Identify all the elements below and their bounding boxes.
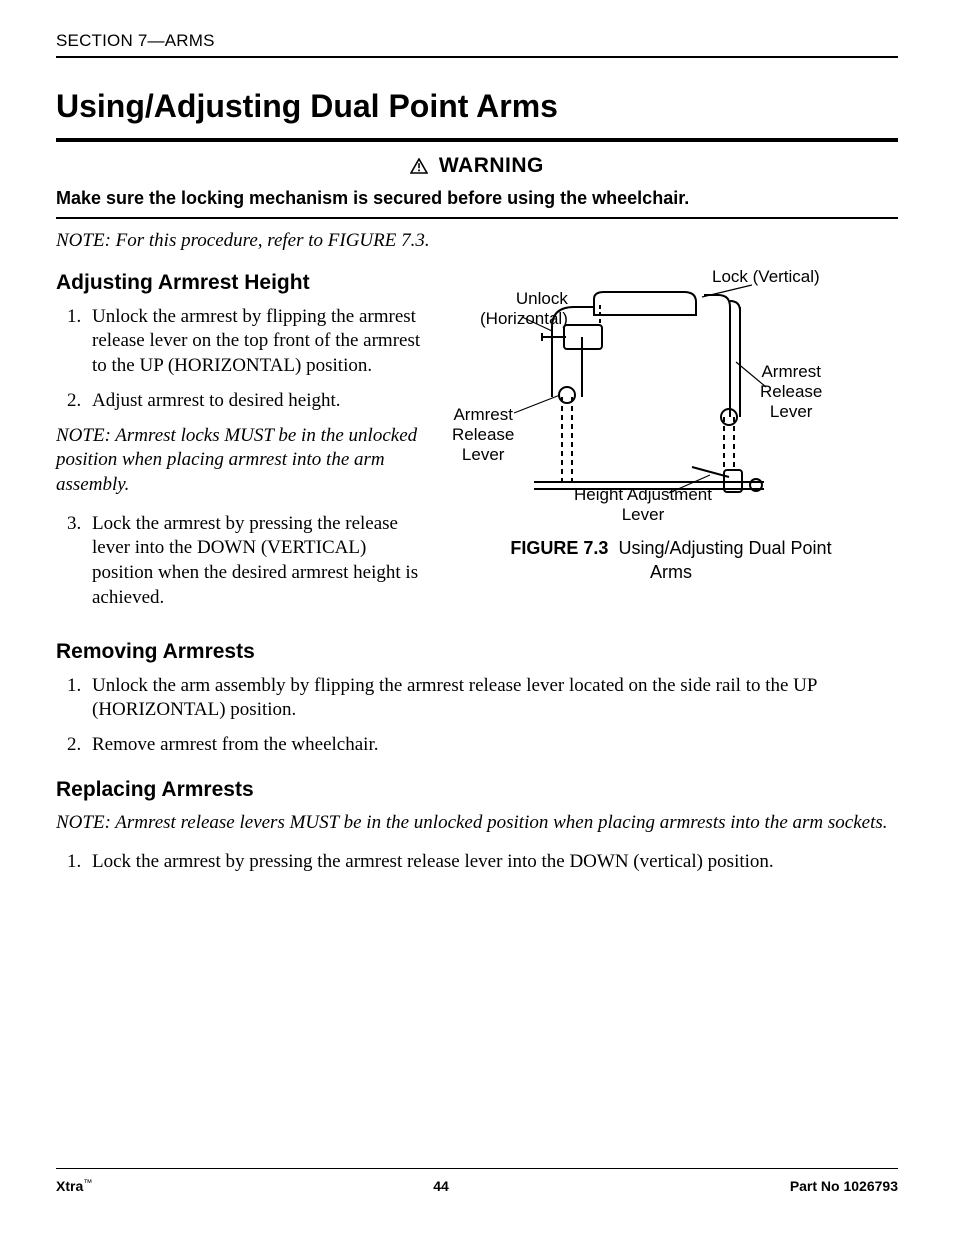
two-column-region: Adjusting Armrest Height Unlock the armr… [56, 267, 898, 620]
heading-removing: Removing Armrests [56, 638, 898, 665]
step: Lock the armrest by pressing the armrest… [86, 850, 898, 875]
warning-block: WARNING [56, 152, 898, 182]
callout-release-lever-right: ArmrestReleaseLever [760, 362, 822, 421]
note-figure-ref: NOTE: For this procedure, refer to FIGUR… [56, 229, 898, 254]
page-title: Using/Adjusting Dual Point Arms [56, 86, 898, 128]
replacing-steps: Lock the armrest by pressing the armrest… [56, 850, 898, 875]
footer-brand: Xtra™ [56, 1177, 92, 1195]
part-number: Part No 1026793 [790, 1177, 898, 1195]
callout-height-adjust: Height AdjustmentLever [574, 485, 712, 524]
figure-label: FIGURE 7.3 [510, 538, 608, 558]
rule-below-warning [56, 217, 898, 219]
step: Remove armrest from the wheelchair. [86, 733, 898, 758]
page-number: 44 [433, 1177, 449, 1195]
page: SECTION 7—ARMS Using/Adjusting Dual Poin… [0, 0, 954, 1235]
left-column: Adjusting Armrest Height Unlock the armr… [56, 267, 426, 620]
figure-caption: FIGURE 7.3 Using/Adjusting Dual Point Ar… [491, 537, 851, 584]
callout-text: Unlock [516, 289, 568, 308]
figure-diagram: Unlock (Horizontal) Lock (Vertical) Armr… [434, 267, 834, 527]
adjusting-steps-2: Lock the armrest by pressing the release… [56, 512, 426, 611]
page-footer: Xtra™ 44 Part No 1026793 [56, 1168, 898, 1195]
step: Adjust armrest to desired height. [86, 389, 426, 414]
note-adjusting: NOTE: Armrest locks MUST be in the unloc… [56, 424, 426, 498]
step: Unlock the armrest by flipping the armre… [86, 305, 426, 379]
warning-heading: WARNING [56, 152, 898, 182]
trademark-symbol: ™ [83, 1177, 92, 1187]
removing-steps: Unlock the arm assembly by flipping the … [56, 674, 898, 758]
heading-adjusting: Adjusting Armrest Height [56, 269, 426, 296]
step: Unlock the arm assembly by flipping the … [86, 674, 898, 723]
callout-text: (Horizontal) [480, 309, 568, 328]
figure-caption-text: Using/Adjusting Dual Point Arms [618, 538, 831, 581]
running-header: SECTION 7—ARMS [56, 30, 898, 58]
callout-release-lever-left: ArmrestReleaseLever [452, 405, 514, 464]
right-column-figure: Unlock (Horizontal) Lock (Vertical) Armr… [444, 267, 898, 620]
brand-name: Xtra [56, 1178, 83, 1194]
warning-triangle-icon [410, 157, 428, 182]
callout-lock: Lock (Vertical) [712, 267, 820, 287]
warning-text: Make sure the locking mechanism is secur… [56, 187, 898, 210]
heading-replacing: Replacing Armrests [56, 776, 898, 803]
callout-unlock: Unlock (Horizontal) [480, 289, 568, 328]
rule-above-warning [56, 138, 898, 142]
warning-label: WARNING [439, 154, 544, 177]
adjusting-steps-1: Unlock the armrest by flipping the armre… [56, 305, 426, 414]
note-replacing: NOTE: Armrest release levers MUST be in … [56, 811, 898, 836]
step: Lock the armrest by pressing the release… [86, 512, 426, 611]
